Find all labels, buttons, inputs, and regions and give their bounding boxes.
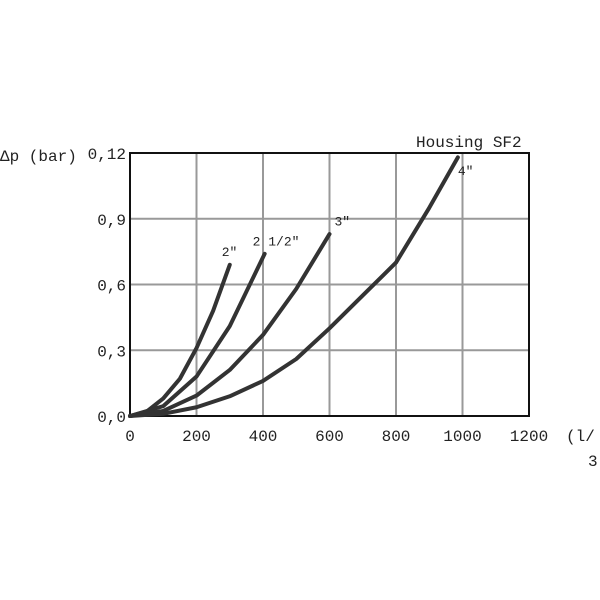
x-tick-label: 400 xyxy=(249,428,278,446)
y-tick-label: 0,0 xyxy=(97,409,126,427)
x-tick-label: 800 xyxy=(382,428,411,446)
y-tick-label: 0,6 xyxy=(97,278,126,296)
y-tick-label: 0,9 xyxy=(97,212,126,230)
x-axis-label-cont: 3 xyxy=(588,453,598,471)
y-tick-label: 0,3 xyxy=(97,343,126,361)
curve xyxy=(128,251,267,418)
y-axis-label: Δp (bar) xyxy=(0,148,77,166)
series-label: 4" xyxy=(458,164,474,179)
x-tick-label: 1000 xyxy=(443,428,481,446)
series-label: 3" xyxy=(335,215,351,230)
x-tick-label: 600 xyxy=(315,428,344,446)
plot-frame xyxy=(129,152,530,417)
x-tick-label: 0 xyxy=(125,428,135,446)
x-tick-label: 1200 xyxy=(510,428,548,446)
x-axis-label: (l/ xyxy=(566,428,595,446)
curve xyxy=(128,155,460,418)
curve xyxy=(128,232,332,418)
chart-title: Housing SF2 xyxy=(416,134,522,152)
y-tick-label: 0,12 xyxy=(88,146,126,164)
series-label: 2 1/2" xyxy=(253,234,300,249)
series-label: 2" xyxy=(222,245,238,260)
x-tick-label: 200 xyxy=(182,428,211,446)
